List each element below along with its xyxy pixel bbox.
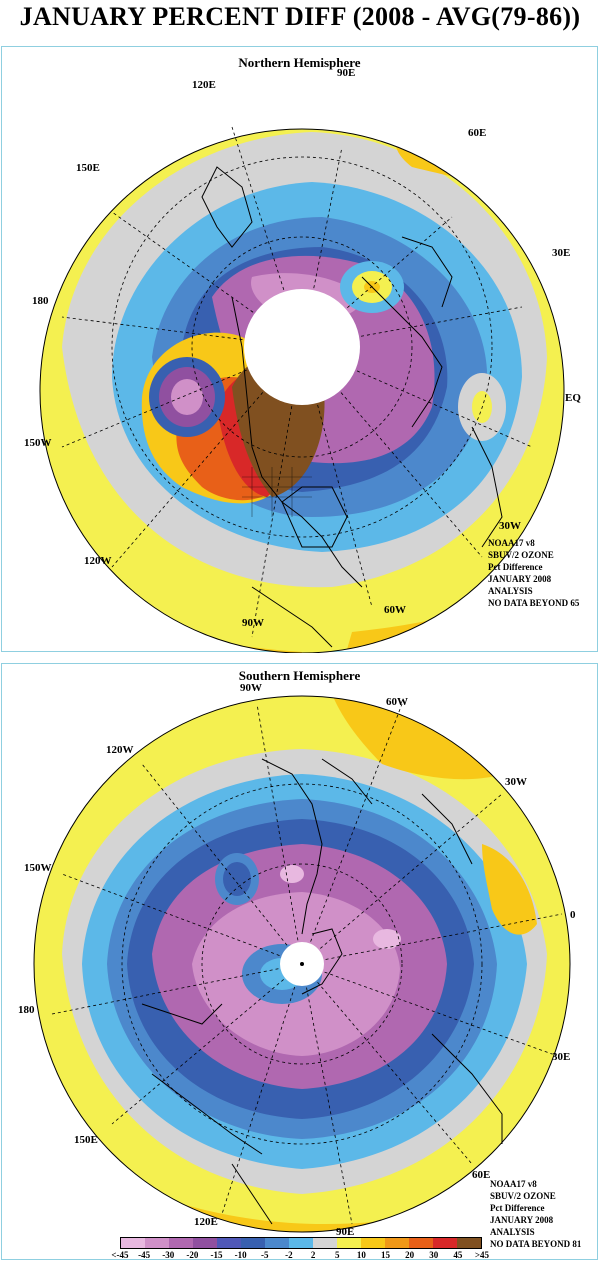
color-scale-tick-label: <-45 (111, 1250, 129, 1260)
north-hemisphere-title: Northern Hemisphere (238, 55, 361, 70)
info-line: ANALYSIS (488, 586, 533, 596)
north-hemisphere-map (39, 126, 565, 653)
color-scale-tick-label: 15 (380, 1250, 390, 1260)
color-swatch (193, 1238, 217, 1248)
info-line: Pct Difference (490, 1203, 545, 1213)
label-120e: 120E (192, 79, 216, 91)
color-scale-tick-label: >45 (474, 1250, 490, 1260)
label-60e: 60E (472, 1169, 491, 1181)
color-scale-tick-label: -2 (285, 1250, 293, 1260)
color-scale-tick-label: 20 (405, 1250, 415, 1260)
label-60w: 60W (384, 604, 406, 616)
label-90w: 90W (240, 682, 262, 694)
south-hemisphere-panel: Southern Hemisphere (1, 663, 598, 1260)
color-swatch (457, 1238, 481, 1248)
label-60w: 60W (386, 696, 408, 708)
label-180: 180 (18, 1004, 35, 1016)
label-30e: 30E (552, 247, 571, 259)
color-scale-tick-label: 10 (356, 1250, 366, 1260)
color-scale-tick-label: -20 (186, 1250, 199, 1260)
color-scale-tick-label: 45 (453, 1250, 463, 1260)
color-scale-bar (120, 1237, 482, 1249)
color-swatch (313, 1238, 337, 1248)
info-line: NOAA17 v8 (490, 1179, 537, 1189)
label-150w: 150W (24, 862, 52, 874)
color-scale-ticks: <-45 -45 -30 -20 -15 -10 -5 -2 2 5 10 15 20 30 45 >45 (111, 1250, 492, 1264)
label-120e: 120E (194, 1216, 218, 1228)
color-swatch (121, 1238, 145, 1248)
info-line: ANALYSIS (490, 1227, 535, 1237)
label-180: 180 (32, 295, 49, 307)
color-scale-tick-label: -45 (138, 1250, 151, 1260)
info-line: NO DATA BEYOND 65 (488, 598, 580, 608)
color-swatch (241, 1238, 265, 1248)
label-150e: 150E (74, 1134, 98, 1146)
page-title: JANUARY PERCENT DIFF (2008 - AVG(79-86)) (19, 2, 581, 31)
label-90e: 90E (336, 1226, 355, 1238)
label-150w: 150W (24, 437, 52, 449)
north-hemisphere-panel: Northern Hemisphere (1, 46, 598, 653)
color-scale-tick-label: 5 (334, 1250, 340, 1260)
color-swatch (433, 1238, 457, 1248)
color-swatch (265, 1238, 289, 1248)
south-info-block: NOAA17 v8 SBUV/2 OZONE Pct Difference JA… (490, 1178, 581, 1250)
label-120w: 120W (106, 744, 134, 756)
label-150e: 150E (76, 162, 100, 174)
label-30e: 30E (552, 1051, 571, 1063)
info-line: Pct Difference (488, 562, 543, 572)
label-90w: 90W (242, 617, 264, 629)
color-scale-tick-label: -30 (162, 1250, 175, 1260)
color-swatch (217, 1238, 241, 1248)
south-hemisphere-title: Southern Hemisphere (238, 668, 361, 683)
info-line: JANUARY 2008 (490, 1215, 554, 1225)
info-line: NOAA17 v8 (488, 538, 535, 548)
label-90e: 90E (337, 67, 356, 79)
color-swatch (169, 1238, 193, 1248)
color-swatch (289, 1238, 313, 1248)
color-swatch (337, 1238, 361, 1248)
label-30w: 30W (499, 520, 521, 532)
info-line: SBUV/2 OZONE (488, 550, 554, 560)
label-30w: 30W (505, 776, 527, 788)
label-0: 0 (570, 909, 576, 921)
label-120w: 120W (84, 555, 112, 567)
color-scale-tick-label: 30 (429, 1250, 439, 1260)
info-line: NO DATA BEYOND 81 (490, 1239, 582, 1249)
color-scale-tick-label: -5 (261, 1250, 269, 1260)
color-scale-tick-label: -15 (210, 1250, 223, 1260)
color-swatch (361, 1238, 385, 1248)
color-swatch (385, 1238, 409, 1248)
info-line: SBUV/2 OZONE (490, 1191, 556, 1201)
color-scale-tick-label: 2 (310, 1250, 316, 1260)
color-scale-tick-label: -10 (234, 1250, 247, 1260)
label-eq: EQ (565, 392, 581, 404)
info-line: JANUARY 2008 (488, 574, 552, 584)
south-hemisphere-map (33, 695, 571, 1233)
north-info-block: NOAA17 v8 SBUV/2 OZONE Pct Difference JA… (488, 537, 579, 609)
color-swatch (145, 1238, 169, 1248)
label-60e: 60E (468, 127, 487, 139)
color-swatch (409, 1238, 433, 1248)
